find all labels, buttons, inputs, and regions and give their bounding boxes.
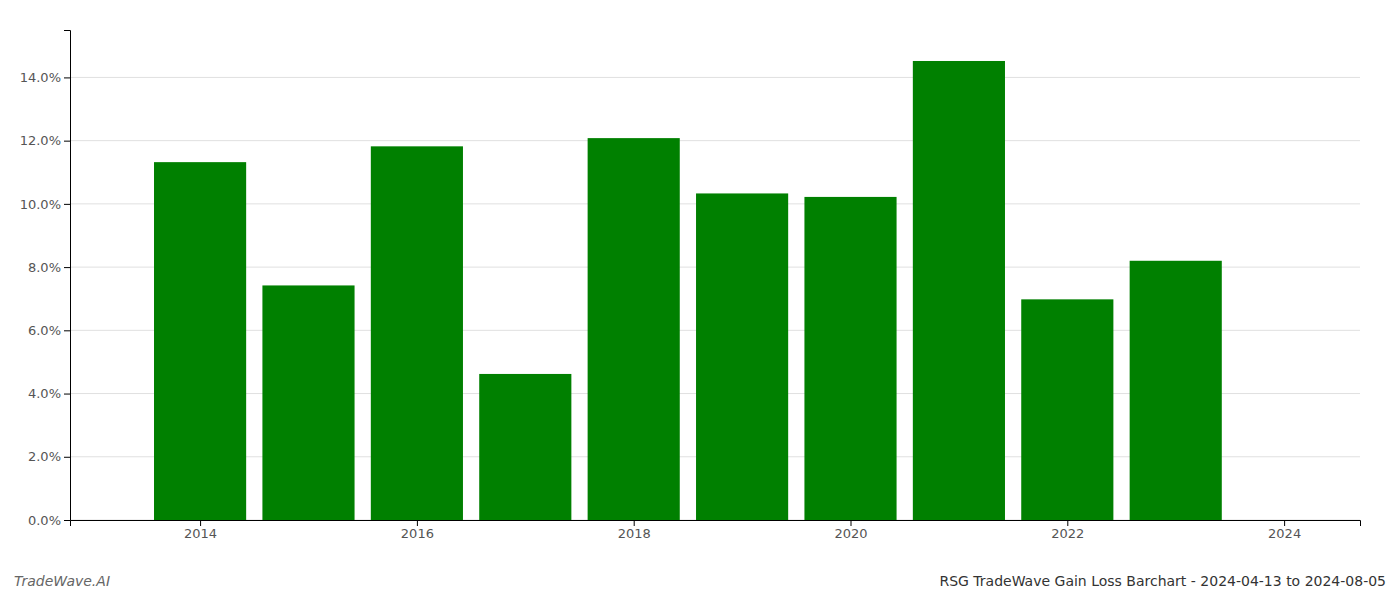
x-tick-mark xyxy=(417,520,418,526)
y-tick-mark xyxy=(64,394,70,395)
x-tick-mark xyxy=(1284,520,1285,526)
x-tick: 2024 xyxy=(1268,520,1301,541)
grid-line xyxy=(70,77,1360,78)
y-tick-label: 12.0% xyxy=(20,133,61,148)
y-tick-label: 6.0% xyxy=(28,323,61,338)
bar xyxy=(696,193,788,520)
x-tick-label: 2022 xyxy=(1051,526,1084,541)
y-tick: 10.0% xyxy=(20,197,70,212)
x-tick-mark xyxy=(1067,520,1068,526)
x-tick: 2018 xyxy=(618,520,651,541)
x-tick-label: 2018 xyxy=(618,526,651,541)
grid xyxy=(70,77,1360,520)
y-tick-label: 4.0% xyxy=(28,386,61,401)
y-tick-label: 0.0% xyxy=(28,513,61,528)
x-tick: 2020 xyxy=(834,520,867,541)
x-tick-label: 2024 xyxy=(1268,526,1301,541)
bar xyxy=(262,285,354,520)
x-tick: 2022 xyxy=(1051,520,1084,541)
bar xyxy=(1130,261,1222,520)
bar xyxy=(588,138,680,520)
y-tick: 14.0% xyxy=(20,70,70,85)
y-axis-line xyxy=(64,31,71,521)
bar xyxy=(479,374,571,520)
y-tick-mark xyxy=(64,520,70,521)
y-tick: 12.0% xyxy=(20,133,70,148)
x-tick-label: 2020 xyxy=(834,526,867,541)
grid-line xyxy=(70,140,1360,141)
x-tick-mark xyxy=(851,520,852,526)
y-tick-mark xyxy=(64,457,70,458)
y-tick-label: 14.0% xyxy=(20,70,61,85)
y-tick-mark xyxy=(64,204,70,205)
bar xyxy=(154,162,246,520)
y-tick-label: 2.0% xyxy=(28,449,61,464)
bar xyxy=(804,197,896,520)
y-tick-mark xyxy=(64,267,70,268)
x-tick: 2016 xyxy=(401,520,434,541)
bar xyxy=(913,61,1005,520)
title: RSG TradeWave Gain Loss Barchart - 2024-… xyxy=(939,573,1386,589)
x-tick-mark xyxy=(634,520,635,526)
y-tick-mark xyxy=(64,141,70,142)
x-tick-label: 2014 xyxy=(184,526,217,541)
watermark: TradeWave.AI xyxy=(14,573,110,589)
bar xyxy=(1021,299,1113,520)
y-tick-label: 8.0% xyxy=(28,260,61,275)
x-tick-label: 2016 xyxy=(401,526,434,541)
y-tick-label: 10.0% xyxy=(20,197,61,212)
chart: 2014 2016 2018 2020 2022 2024 0.0% 2.0% 4.0% 6.0%… xyxy=(0,0,1400,600)
y-tick-mark xyxy=(64,330,70,331)
y-tick-mark xyxy=(64,77,70,78)
y-tick: 2.0% xyxy=(28,449,70,464)
bar xyxy=(371,146,463,520)
x-tick-mark xyxy=(200,520,201,526)
x-axis-line xyxy=(71,521,1361,527)
x-axis: 2014 2016 2018 2020 2022 2024 xyxy=(71,520,1361,541)
x-tick: 2014 xyxy=(184,520,217,541)
plot-area: 2014 2016 2018 2020 2022 2024 0.0% 2.0% 4.0% 6.0%… xyxy=(20,31,1361,542)
y-axis: 0.0% 2.0% 4.0% 6.0% 8.0% 10.0% 12.0% 14.0% xyxy=(20,31,71,528)
y-tick: 8.0% xyxy=(28,260,70,275)
bars xyxy=(154,61,1222,520)
y-tick: 4.0% xyxy=(28,386,70,401)
y-tick: 0.0% xyxy=(28,513,70,528)
y-tick: 6.0% xyxy=(28,323,70,338)
